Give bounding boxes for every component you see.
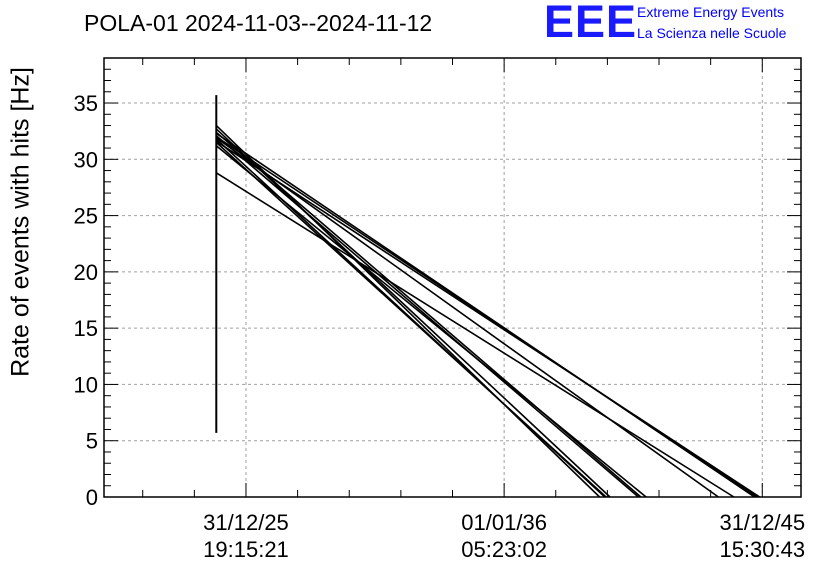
y-tick-label: 20	[74, 260, 98, 285]
y-tick-label: 0	[86, 485, 98, 510]
series-line-seg9	[215, 137, 719, 498]
x-tick-date: 01/01/36	[461, 510, 547, 535]
x-tick-time: 05:23:02	[461, 537, 547, 562]
plot-border	[103, 57, 802, 498]
series-line-seg12	[215, 145, 647, 498]
y-tick-label: 10	[74, 372, 98, 397]
y-tick-label: 30	[74, 147, 98, 172]
y-tick-label: 15	[74, 316, 98, 341]
series-lines	[215, 95, 761, 498]
x-tick-date: 31/12/25	[203, 510, 289, 535]
y-tick-label: 35	[74, 91, 98, 116]
series-line-seg3	[215, 131, 642, 498]
y-axis-label: Rate of events with hits [Hz]	[6, 67, 35, 377]
logo-line-1: Extreme Energy Events	[637, 4, 785, 20]
logo-line-2: La Scienza nelle Scuole	[637, 25, 787, 41]
grid	[104, 58, 801, 497]
x-tick-time: 19:15:21	[203, 537, 289, 562]
series-line-seg6	[215, 141, 607, 498]
plot-frame	[103, 57, 802, 498]
eee-logo: EEE	[544, 0, 638, 47]
series-line-seg8	[215, 132, 755, 498]
y-tick-label: 25	[74, 204, 98, 229]
series-line-seg2	[215, 128, 611, 498]
x-tick-date: 31/12/45	[719, 510, 805, 535]
chart-title: POLA-01 2024-11-03--2024-11-12	[84, 10, 433, 36]
y-tick-label: 5	[86, 429, 98, 454]
x-tick-time: 15:30:43	[719, 537, 805, 562]
series-line-seg10	[215, 172, 735, 498]
series-line-seg4	[215, 135, 639, 498]
series-line-seg11	[215, 140, 761, 498]
